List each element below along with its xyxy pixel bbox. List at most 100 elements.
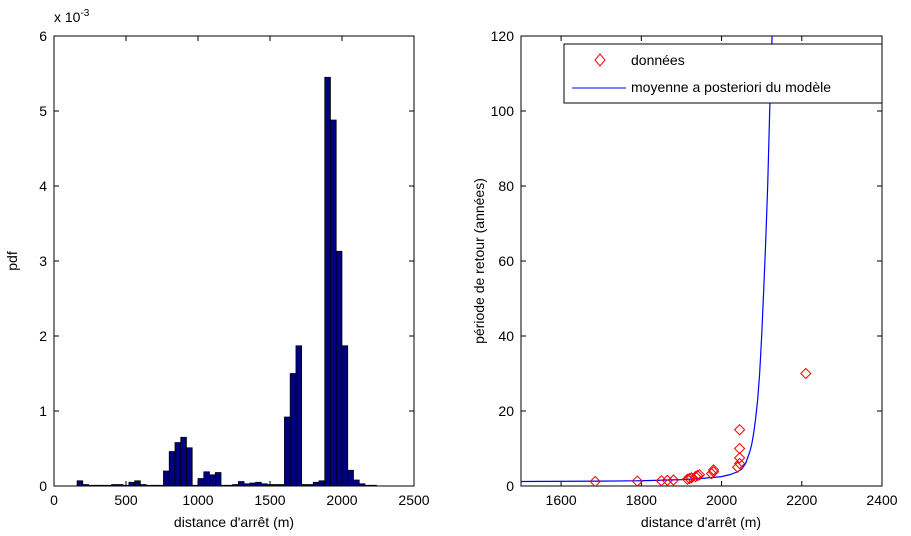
histogram-xlabel: distance d'arrêt (m) <box>174 514 294 530</box>
histogram-bar <box>295 345 303 487</box>
data-point-diamond <box>685 472 698 484</box>
data-point-diamond <box>707 466 720 478</box>
histogram-bar <box>180 436 187 487</box>
histogram-bar <box>145 484 153 487</box>
data-point-diamond <box>689 470 702 483</box>
legend-diamond-marker <box>594 53 606 67</box>
x-tick-label: 2000 <box>706 492 737 508</box>
data-point-diamond <box>733 442 746 455</box>
data-point-diamond <box>667 474 680 486</box>
histogram-bar <box>214 472 222 487</box>
x-tick-label: 500 <box>114 492 138 508</box>
histogram-bar <box>117 484 124 487</box>
histogram-bar <box>111 484 118 487</box>
x-tick-label: 1800 <box>626 492 657 508</box>
histogram-bar <box>284 416 291 487</box>
legend-entry-data: données <box>631 52 685 68</box>
histogram-bar <box>226 484 233 487</box>
histogram-bar <box>324 76 331 487</box>
histogram-panel: 0 500 1000 1500 2000 2500 0 1 2 3 4 5 6 x 10-3 dista… <box>4 8 430 530</box>
histogram-bar <box>272 484 279 487</box>
histogram-bar <box>301 484 308 487</box>
model-mean-line <box>521 36 773 483</box>
data-point-diamond <box>733 424 746 436</box>
return-period-xlabel: distance d'arrêt (m) <box>641 514 761 530</box>
histogram-bar <box>249 482 256 487</box>
histogram-bar <box>330 119 337 487</box>
data-point-diamond <box>733 457 746 470</box>
histogram-bar <box>76 480 84 487</box>
y-tick-label: 40 <box>498 328 514 344</box>
histogram-bar <box>341 345 349 487</box>
data-point-diamond <box>661 474 674 486</box>
histogram-bar <box>243 483 251 487</box>
y-tick-label: 120 <box>491 28 515 44</box>
x-tick-label: 2200 <box>786 492 817 508</box>
y-tick-label: 20 <box>498 403 514 419</box>
histogram-bar <box>191 484 199 487</box>
histogram-bar <box>237 481 245 487</box>
histogram-bar <box>99 484 107 487</box>
y-tick-label: 3 <box>39 253 47 269</box>
histogram-bar <box>335 250 343 487</box>
x-tick-label: 0 <box>50 492 58 508</box>
data-point-diamond <box>691 469 704 482</box>
histogram-bar <box>134 480 141 487</box>
histogram-bar <box>140 484 147 487</box>
histogram-bar <box>197 478 205 487</box>
histogram-bar <box>105 484 112 487</box>
histogram-bar <box>255 481 262 487</box>
data-point-diamond <box>693 469 706 481</box>
data-point-diamond <box>800 367 812 380</box>
y-tick-label: 4 <box>39 178 47 194</box>
data-point-diamond <box>731 461 744 473</box>
histogram-bar <box>261 483 268 487</box>
histogram-bar <box>174 442 182 487</box>
y-tick-label: 0 <box>39 478 47 494</box>
histogram-ticks: 0 500 1000 1500 2000 2500 0 1 2 3 4 5 6 <box>39 28 430 508</box>
data-point-diamond <box>631 475 644 486</box>
histogram-bar <box>93 484 101 487</box>
y-tick-label: 80 <box>498 178 514 194</box>
histogram-bar <box>347 469 354 487</box>
histogram-bar <box>168 451 176 487</box>
y-tick-label: 5 <box>39 103 47 119</box>
y-tick-label: 6 <box>39 28 47 44</box>
histogram-exponent-label: x 10-3 <box>54 8 90 25</box>
y-tick-label: 2 <box>39 328 47 344</box>
return-period-axes-box <box>520 35 883 487</box>
histogram-bar <box>88 484 95 487</box>
y-tick-label: 60 <box>498 253 514 269</box>
histogram-bars <box>76 76 377 487</box>
histogram-bar <box>358 483 366 487</box>
histogram-bar <box>157 484 164 487</box>
histogram-bar <box>289 373 297 487</box>
y-tick-label: 100 <box>491 103 515 119</box>
data-point-diamond <box>707 464 720 476</box>
histogram-bar <box>232 484 239 487</box>
histogram-bar <box>151 484 159 487</box>
x-tick-label: 2500 <box>398 492 429 508</box>
data-point-diamond <box>589 475 601 486</box>
histogram-bar <box>278 484 285 487</box>
histogram-bar <box>186 447 193 487</box>
x-tick-label: 1000 <box>182 492 213 508</box>
data-points-layer <box>589 367 812 486</box>
histogram-bar <box>370 484 377 487</box>
data-point-diamond <box>733 452 746 464</box>
histogram-bar <box>353 479 360 487</box>
data-point-diamond <box>683 472 696 485</box>
y-tick-label: 0 <box>506 478 514 494</box>
histogram-bar <box>307 484 314 487</box>
legend-entry-model: moyenne a posteriori du modèle <box>631 79 831 95</box>
return-period-panel: 1600 1800 2000 2200 2400 0 20 40 60 80 100 120 donn… <box>471 28 898 530</box>
histogram-bar <box>82 484 89 487</box>
return-period-ticks: 1600 1800 2000 2200 2400 0 20 40 60 80 100 120 <box>491 28 898 508</box>
histogram-bar <box>209 474 216 487</box>
histogram-bar <box>128 481 135 487</box>
histogram-axes-box <box>53 35 415 487</box>
return-period-ylabel: période de retour (années) <box>471 178 487 344</box>
x-tick-label: 2000 <box>326 492 357 508</box>
